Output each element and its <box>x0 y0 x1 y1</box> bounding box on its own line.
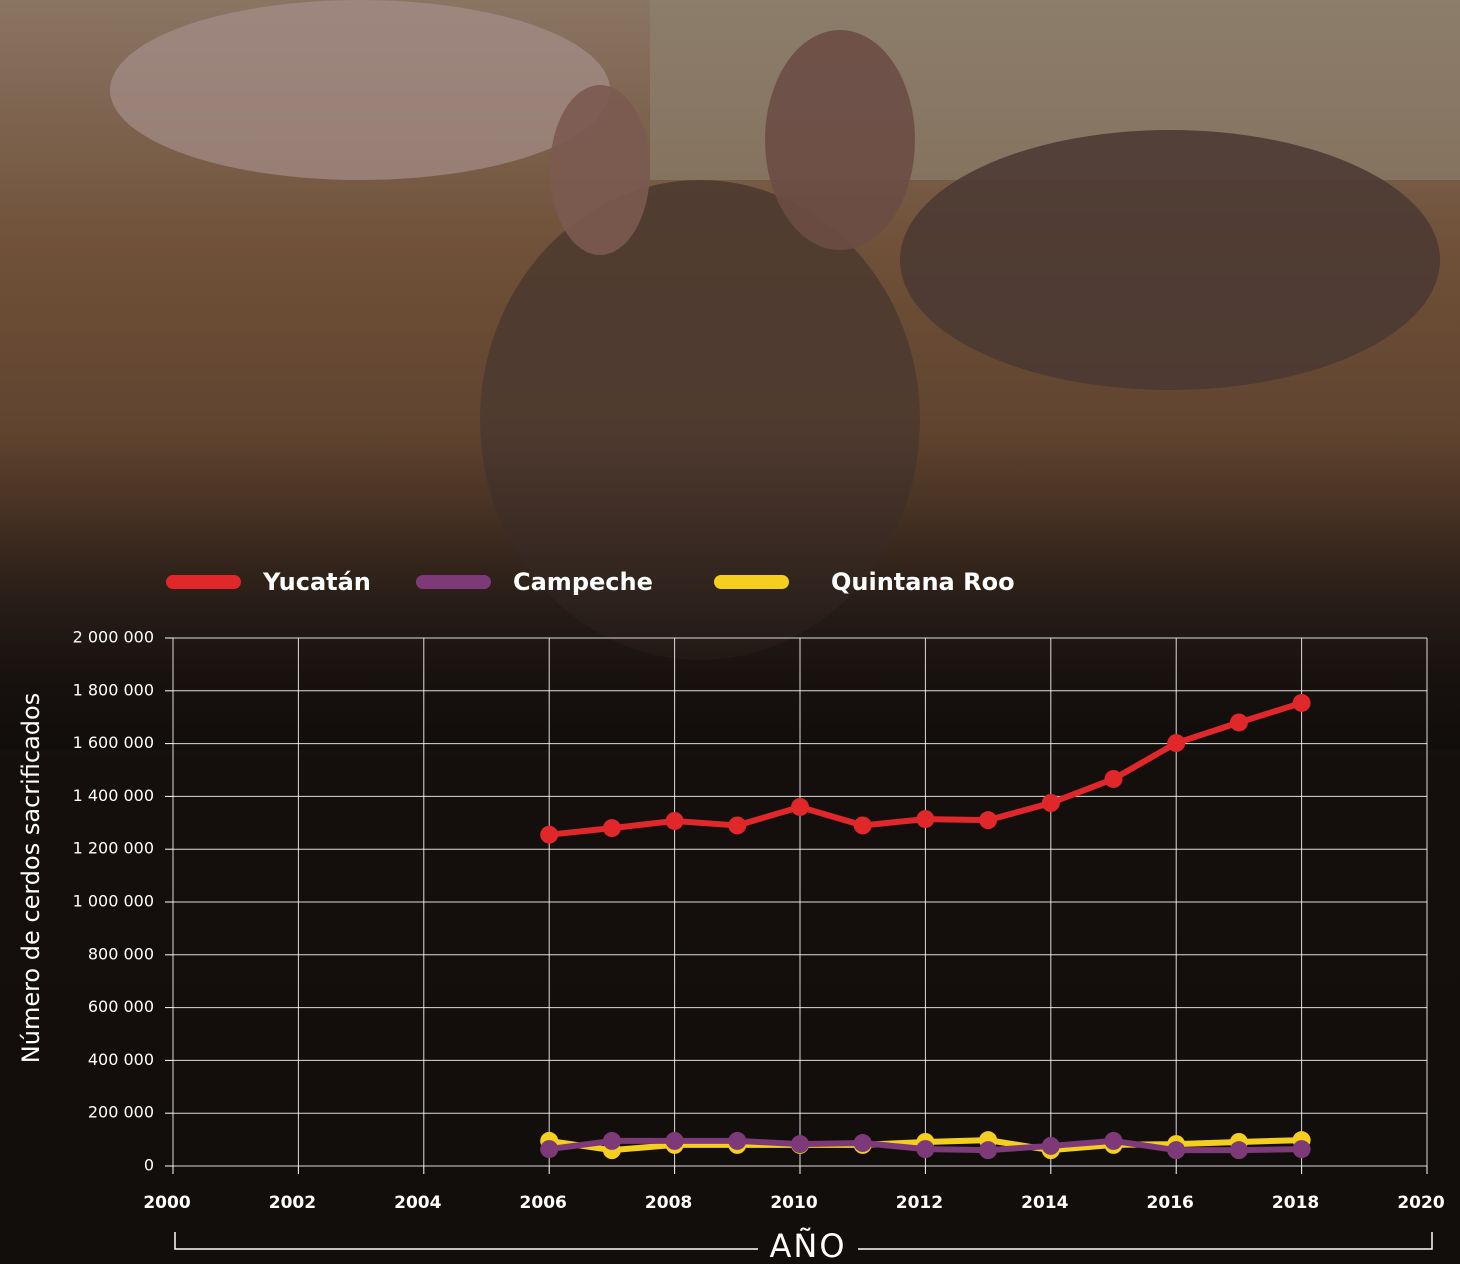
y-tick-label: 1 800 000 <box>73 680 154 699</box>
x-tick-label: 2004 <box>394 1193 441 1213</box>
data-point <box>791 1135 809 1154</box>
data-point <box>916 1140 935 1159</box>
data-point <box>1229 713 1248 732</box>
y-tick-label: 600 000 <box>88 997 154 1016</box>
data-point <box>728 1131 747 1150</box>
data-point <box>665 811 684 830</box>
x-tick-label: 2008 <box>645 1193 692 1213</box>
legend-label: Yucatán <box>262 568 371 596</box>
x-tick-label: 2002 <box>269 1193 316 1213</box>
y-tick-label: 1 400 000 <box>73 786 154 805</box>
data-point <box>1104 1131 1123 1150</box>
data-point <box>1041 794 1060 812</box>
data-point <box>979 811 998 830</box>
legend-label: Campeche <box>513 568 653 596</box>
y-tick-label: 400 000 <box>88 1050 154 1069</box>
data-point <box>1104 769 1123 788</box>
y-tick-label: 200 000 <box>88 1103 154 1122</box>
x-tick-label: 2006 <box>520 1193 567 1213</box>
data-point <box>1167 1141 1186 1160</box>
x-tick-label: 2000 <box>143 1193 190 1213</box>
data-point <box>540 825 559 844</box>
data-point <box>853 816 872 835</box>
x-tick-label: 2020 <box>1397 1193 1444 1213</box>
data-point <box>916 810 935 829</box>
data-point <box>1167 734 1186 753</box>
x-tick-label: 2016 <box>1147 1193 1194 1213</box>
y-tick-label: 0 <box>144 1156 154 1175</box>
data-point <box>1292 693 1311 712</box>
data-point <box>979 1141 998 1160</box>
data-point <box>540 1140 559 1159</box>
y-axis-title: Número de cerdos sacrificados <box>17 693 45 1063</box>
data-point <box>1041 1136 1060 1155</box>
data-point <box>665 1131 684 1150</box>
data-point <box>1229 1141 1248 1160</box>
x-tick-label: 2014 <box>1021 1193 1068 1213</box>
legend-label: Quintana Roo <box>831 568 1015 596</box>
x-axis-bracket <box>174 1232 1433 1250</box>
y-tick-label: 1 200 000 <box>73 839 154 858</box>
x-axis-title: AÑO <box>769 1227 846 1264</box>
y-tick-label: 2 000 000 <box>73 628 154 647</box>
y-tick-label: 1 600 000 <box>73 733 154 752</box>
x-tick-label: 2012 <box>896 1193 943 1213</box>
data-point <box>1292 1140 1311 1159</box>
data-point <box>602 819 621 838</box>
data-point <box>791 797 809 816</box>
data-point <box>602 1131 621 1150</box>
y-tick-label: 800 000 <box>88 944 154 963</box>
data-point <box>853 1134 872 1153</box>
x-tick-label: 2018 <box>1272 1193 1319 1213</box>
y-tick-label: 1 000 000 <box>73 892 154 911</box>
data-point <box>728 816 747 835</box>
x-tick-label: 2010 <box>770 1193 817 1213</box>
